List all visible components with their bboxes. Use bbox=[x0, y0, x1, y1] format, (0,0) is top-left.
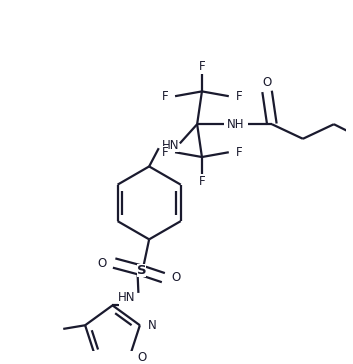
Text: O: O bbox=[263, 76, 272, 89]
Text: F: F bbox=[162, 146, 168, 159]
Text: O: O bbox=[97, 257, 107, 270]
Text: F: F bbox=[235, 146, 242, 159]
Text: S: S bbox=[137, 264, 146, 277]
Text: F: F bbox=[235, 90, 242, 103]
Text: NH: NH bbox=[227, 118, 244, 131]
Text: O: O bbox=[137, 351, 146, 364]
Text: F: F bbox=[162, 90, 168, 103]
Text: F: F bbox=[199, 60, 205, 73]
Text: O: O bbox=[171, 271, 180, 284]
Text: HN: HN bbox=[118, 291, 136, 304]
Text: N: N bbox=[148, 319, 156, 332]
Text: HN: HN bbox=[162, 139, 179, 152]
Text: F: F bbox=[199, 175, 205, 189]
